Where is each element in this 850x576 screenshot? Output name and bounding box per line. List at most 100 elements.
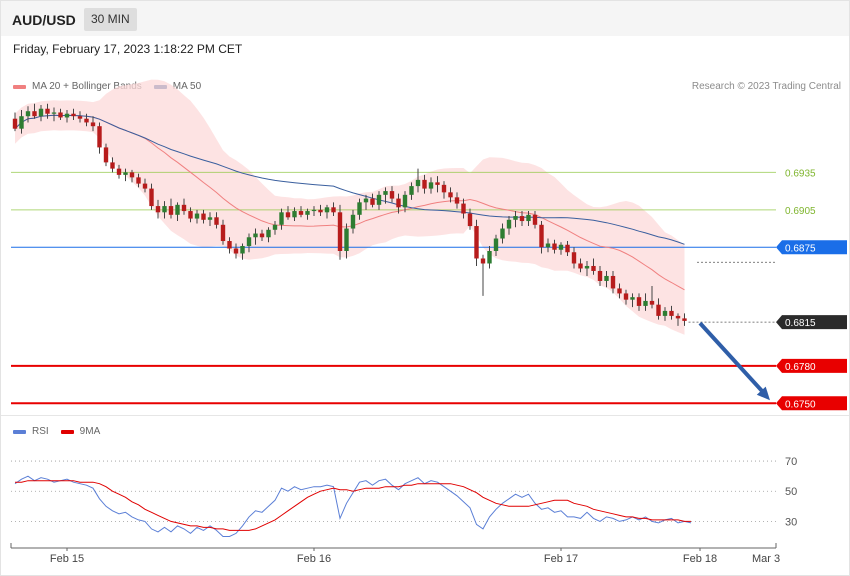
candle-body — [38, 108, 44, 117]
candle-body — [409, 186, 414, 195]
candle-body — [103, 147, 109, 163]
timestamp: Friday, February 17, 2023 1:18:22 PM CET — [13, 42, 243, 56]
candle — [97, 122, 102, 154]
candle-body — [162, 206, 167, 213]
candle-body — [194, 213, 200, 219]
rsi9ma-legend-label: 9MA — [79, 426, 101, 437]
candle — [123, 168, 128, 182]
candle-body — [506, 219, 512, 229]
candle — [389, 186, 395, 203]
candle — [656, 298, 661, 320]
candle — [318, 204, 323, 217]
candle-body — [643, 300, 648, 306]
candle-body — [45, 108, 50, 114]
candle-body — [292, 211, 297, 218]
candle-body — [565, 244, 570, 253]
candle-body — [415, 179, 421, 187]
candle-body — [188, 211, 193, 219]
candle — [649, 285, 655, 309]
candle-body — [168, 206, 174, 215]
candle — [285, 206, 291, 220]
candle-body — [324, 207, 330, 213]
candle — [370, 193, 375, 208]
candle-body — [422, 179, 427, 189]
candle-body — [552, 243, 557, 250]
candle-body — [12, 118, 18, 129]
candle — [448, 187, 453, 203]
candle-body — [383, 191, 388, 195]
level-0-6815-label: 0.6815 — [785, 318, 816, 329]
candle — [487, 246, 492, 269]
candle — [188, 207, 193, 223]
candle — [207, 212, 213, 227]
timeframe-button[interactable]: 30 MIN — [84, 8, 137, 31]
candle-body — [32, 111, 37, 117]
candle-body — [617, 288, 622, 294]
candle-body — [428, 182, 434, 189]
chart-header: AUD/USD 30 MIN — [1, 1, 849, 36]
candle — [175, 202, 180, 222]
candle — [539, 221, 544, 254]
candle — [201, 209, 206, 224]
rsi-line — [14, 475, 692, 537]
candle — [84, 113, 89, 127]
rsi-legend-swatch — [13, 429, 26, 434]
candle-body — [311, 209, 317, 212]
candle — [526, 211, 531, 227]
candle-body — [357, 202, 362, 215]
candle-body — [649, 300, 655, 305]
candle — [428, 177, 434, 194]
rsi-legend: RSI 9MA — [13, 426, 100, 437]
candle — [545, 238, 551, 253]
level-0-6780-badge — [776, 358, 847, 373]
bollinger-band — [15, 79, 685, 335]
candle-body — [331, 207, 336, 213]
candle — [623, 289, 629, 305]
level-0-6905-label: 0.6905 — [785, 206, 816, 217]
candle — [552, 239, 557, 254]
candle-body — [123, 172, 128, 175]
candle — [363, 194, 369, 210]
candle-body — [539, 224, 544, 248]
candle — [142, 178, 148, 193]
candle — [38, 104, 44, 122]
x-tick-label: Feb 15 — [50, 553, 84, 565]
candle-body — [305, 211, 310, 215]
level-0-6780-tag: 0.6780 — [776, 358, 847, 373]
candle — [350, 209, 356, 234]
x-tick-label: Feb 16 — [297, 553, 331, 565]
research-credit: Research © 2023 Trading Central — [691, 81, 841, 92]
candle — [71, 108, 76, 120]
panel-divider — [1, 415, 849, 416]
candle-body — [571, 252, 577, 264]
x-tick-label: Mar 3 — [752, 553, 780, 565]
candle-body — [597, 270, 603, 281]
candle-body — [363, 198, 369, 203]
candle — [500, 223, 505, 244]
candle — [532, 211, 538, 229]
candle-body — [656, 304, 661, 316]
candle-body — [279, 212, 284, 225]
candle-body — [318, 209, 323, 213]
candle — [604, 270, 609, 288]
candle — [461, 198, 466, 219]
candle-body — [682, 318, 687, 321]
level-0-6935-tag: 0.6935 — [785, 168, 816, 179]
candle — [617, 283, 622, 299]
candle — [259, 229, 265, 242]
candle-body — [71, 113, 76, 117]
candle-body — [389, 191, 395, 199]
candle-body — [441, 184, 447, 193]
candle-body — [662, 310, 668, 316]
candle — [409, 182, 414, 200]
level-0-6905-tag: 0.6905 — [785, 206, 816, 217]
candle — [643, 293, 648, 311]
candle-body — [51, 112, 57, 114]
candle — [682, 313, 687, 326]
candle-body — [77, 116, 83, 119]
candle-body — [129, 172, 135, 178]
candle-body — [526, 214, 531, 222]
candle — [357, 198, 362, 220]
candle-body — [25, 111, 31, 117]
